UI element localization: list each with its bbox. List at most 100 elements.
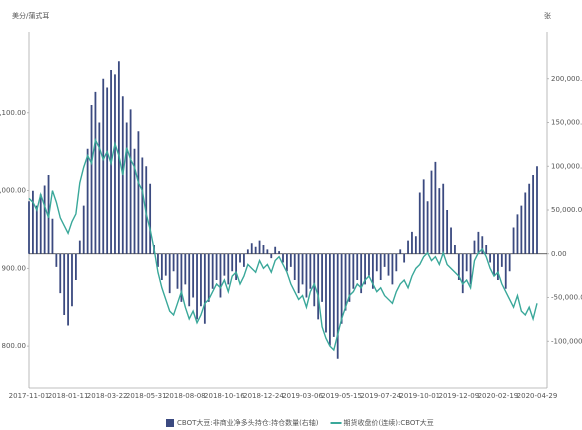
bar xyxy=(325,253,327,333)
bar xyxy=(387,253,390,276)
bar xyxy=(86,148,89,254)
legend-swatch xyxy=(166,419,174,427)
bar xyxy=(211,253,214,289)
bar xyxy=(227,253,230,285)
bar xyxy=(520,205,523,254)
y-tick-label: 1,000.00 xyxy=(0,187,26,195)
bar xyxy=(500,253,503,267)
bar xyxy=(266,249,269,254)
bar xyxy=(512,227,515,254)
bar xyxy=(141,157,144,254)
bar xyxy=(379,253,382,280)
bar xyxy=(168,253,171,294)
bar xyxy=(270,253,273,259)
legend-label: CBOT大豆:非商业净多头持仓:持仓数量(右轴) xyxy=(177,418,319,427)
bar xyxy=(442,183,445,254)
x-tick-label: 2018-10-16 xyxy=(204,392,245,400)
bar xyxy=(504,253,507,289)
bar xyxy=(536,166,538,254)
bar xyxy=(129,109,132,254)
bar xyxy=(473,240,476,254)
bar xyxy=(364,253,366,285)
x-tick-label: 2018-03-22 xyxy=(87,392,128,400)
bar xyxy=(508,253,511,272)
bar xyxy=(497,253,499,280)
bar xyxy=(450,227,452,254)
bar xyxy=(94,91,97,254)
x-tick-label: 2019-05-15 xyxy=(321,392,362,400)
bar xyxy=(301,253,304,285)
bar xyxy=(51,218,54,254)
bar xyxy=(203,253,206,324)
bar xyxy=(407,240,409,254)
bar xyxy=(102,78,105,254)
bar xyxy=(149,183,152,254)
bar xyxy=(55,253,58,267)
x-tick-label: 2019-03-06 xyxy=(282,392,323,400)
bar xyxy=(254,246,257,254)
bar xyxy=(192,253,195,298)
y-tick-label: 800.00 xyxy=(2,342,27,350)
bar xyxy=(235,253,238,280)
bar xyxy=(180,253,183,302)
bar xyxy=(360,253,363,294)
bar xyxy=(286,253,288,272)
bar xyxy=(289,253,292,267)
bar xyxy=(493,253,495,276)
bar xyxy=(399,249,402,254)
bar xyxy=(411,231,413,254)
bar xyxy=(516,214,519,254)
y2-tick-label: 100,000.00 xyxy=(551,162,582,170)
bar xyxy=(489,253,492,263)
bar xyxy=(137,131,140,254)
bar xyxy=(160,253,163,280)
bar xyxy=(278,251,280,254)
bar xyxy=(426,201,429,254)
bar xyxy=(125,122,128,254)
y-axis-title: 美分/蒲式耳 xyxy=(12,11,49,20)
bar xyxy=(90,105,93,254)
bar xyxy=(274,246,277,254)
bar xyxy=(352,253,355,289)
bar xyxy=(246,249,249,254)
x-tick-label: 2019-07-24 xyxy=(360,392,401,400)
y2-tick-label: -100,000.00 xyxy=(551,337,582,345)
bar xyxy=(446,210,449,254)
bar xyxy=(243,253,245,267)
bar xyxy=(114,74,116,254)
x-tick-label: 2018-12-24 xyxy=(243,392,284,400)
bar xyxy=(32,190,34,254)
bar xyxy=(438,188,441,254)
bar xyxy=(196,253,198,320)
bar xyxy=(262,245,265,254)
bar xyxy=(164,253,167,276)
y2-tick-label: -50,000.00 xyxy=(551,294,582,302)
bar xyxy=(78,240,81,254)
bar xyxy=(172,253,175,272)
bar xyxy=(82,205,85,254)
bar xyxy=(106,87,109,254)
bar xyxy=(348,253,351,302)
bar xyxy=(434,161,437,254)
bar xyxy=(39,194,42,254)
bar xyxy=(383,253,386,267)
y2-axis-title: 张 xyxy=(544,11,551,20)
bar xyxy=(371,253,374,289)
bar xyxy=(219,253,222,298)
bar xyxy=(395,253,398,272)
bar xyxy=(340,253,343,324)
bar xyxy=(344,253,347,311)
bar xyxy=(133,148,136,254)
x-tick-label: 2020-02-19 xyxy=(478,392,519,400)
bar xyxy=(524,192,527,254)
bar xyxy=(368,253,370,276)
x-tick-label: 2020-04-29 xyxy=(517,392,558,400)
bar xyxy=(461,253,464,294)
bar xyxy=(305,253,308,298)
bar xyxy=(469,253,472,285)
bar xyxy=(239,253,241,263)
y2-tick-label: 50,000.00 xyxy=(551,206,582,214)
bar xyxy=(528,183,531,254)
bar xyxy=(207,253,210,302)
